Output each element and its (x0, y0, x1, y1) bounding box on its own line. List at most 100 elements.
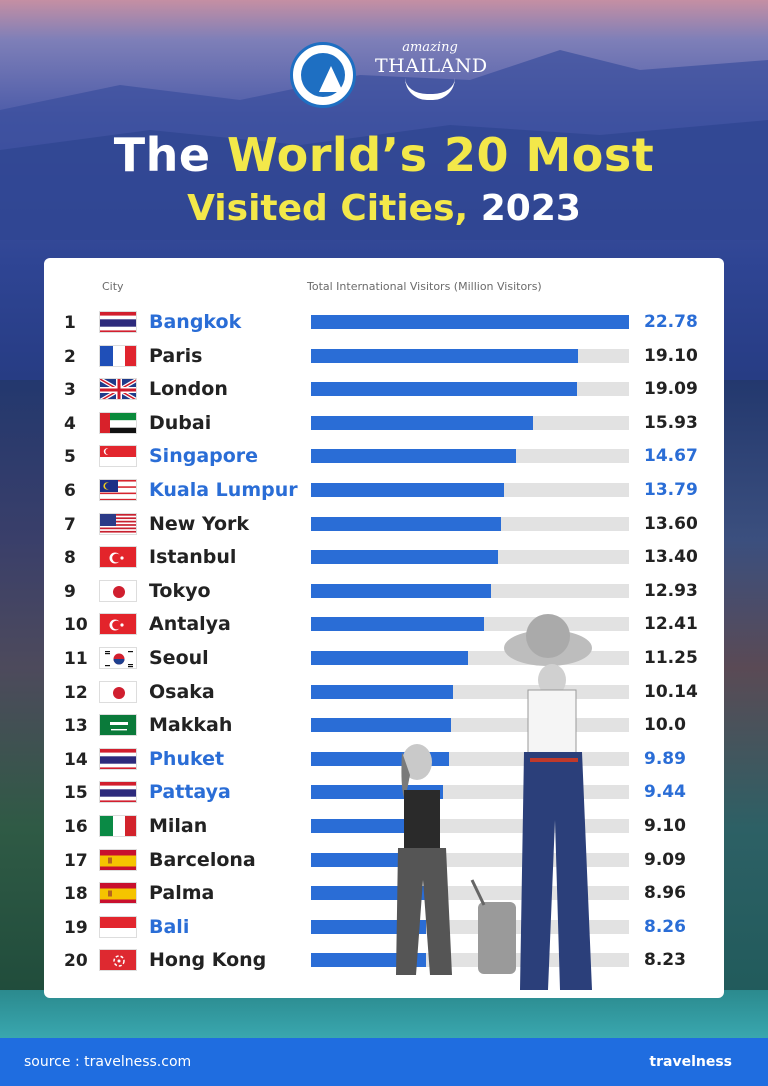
table-row: 6 Kuala Lumpur 13.79 (44, 475, 724, 505)
table-row: 19 Bali 8.26 (44, 912, 724, 942)
brand-logo: travelness (649, 1054, 732, 1070)
japan-flag (99, 579, 137, 602)
table-row: 14 Phuket 9.89 (44, 744, 724, 774)
visitor-bar (311, 382, 577, 397)
spain-flag (99, 882, 137, 905)
visitor-value: 12.41 (644, 614, 698, 635)
city-name: Seoul (149, 647, 209, 669)
table-row: 18 Palma 8.96 (44, 878, 724, 908)
visitor-value: 9.89 (644, 748, 686, 769)
visitor-value: 13.60 (644, 513, 698, 534)
visitor-value: 9.09 (644, 849, 686, 870)
city-name: Singapore (149, 445, 259, 468)
uae-flag (99, 411, 137, 434)
rank-number: 9 (64, 581, 76, 602)
visitor-bar (311, 953, 426, 968)
city-name: Makkah (149, 714, 233, 737)
visitor-bar (311, 415, 533, 430)
footer-bar: source : travelness.com travelness (0, 1038, 768, 1086)
turkey-flag (99, 613, 137, 636)
visitor-bar (311, 785, 443, 800)
visitor-bar (311, 348, 578, 363)
table-row: 11 Seoul 11.25 (44, 643, 724, 673)
city-name: Tokyo (149, 579, 211, 602)
rank-number: 7 (64, 514, 76, 535)
uk-flag (99, 378, 137, 401)
rank-number: 11 (64, 649, 88, 669)
table-row: 12 Osaka 10.14 (44, 677, 724, 707)
visitor-value: 22.78 (644, 312, 698, 332)
ranking-card: City Total International Visitors (Milli… (44, 258, 724, 998)
visitor-bar (311, 852, 438, 867)
visitor-value: 15.93 (644, 412, 698, 433)
rank-number: 15 (64, 783, 88, 804)
visitor-bar (311, 617, 484, 632)
usa-flag (99, 512, 137, 535)
visitor-bar (311, 751, 449, 766)
rank-number: 6 (64, 481, 76, 501)
city-name: Paris (149, 344, 203, 367)
table-row: 3 London 19.09 (44, 374, 724, 404)
page-title-line1: The World’s 20 Most (0, 128, 768, 182)
table-row: 20 Hong Kong 8.23 (44, 945, 724, 975)
visitor-value: 19.10 (644, 345, 698, 366)
visitor-value: 9.10 (644, 816, 686, 836)
table-row: 2 Paris 19.10 (44, 341, 724, 371)
italy-flag (99, 815, 137, 837)
indonesia-flag (99, 915, 137, 938)
visitor-value: 14.67 (644, 446, 698, 467)
table-row: 8 Istanbul 13.40 (44, 542, 724, 572)
city-name: Osaka (149, 680, 215, 703)
city-skyline-left (0, 380, 44, 1020)
visitor-bar (311, 651, 468, 665)
city-name: Pattaya (149, 781, 231, 804)
visitor-bar (311, 449, 516, 464)
visitor-bar (311, 583, 491, 598)
rank-number: 17 (64, 850, 88, 871)
thailand-flag (99, 311, 137, 333)
city-name: Barcelona (149, 848, 256, 871)
table-row: 5 Singapore 14.67 (44, 441, 724, 471)
title-year: 2023 (480, 188, 581, 229)
rank-number: 16 (64, 817, 88, 837)
source-credit: source : travelness.com (24, 1054, 192, 1070)
amazing-thailand-logo: amazing THAILAND (375, 40, 488, 100)
visitor-bar (311, 516, 501, 531)
rank-number: 12 (64, 682, 88, 703)
column-header-city: City (102, 280, 124, 293)
visitor-bar (311, 483, 504, 497)
thailand-text: THAILAND (375, 55, 488, 77)
thailand-flag (99, 747, 137, 770)
table-row: 10 Antalya 12.41 (44, 609, 724, 639)
table-row: 7 New York 13.60 (44, 509, 724, 539)
mountain-silhouette (0, 50, 768, 240)
city-name: Hong Kong (149, 949, 267, 972)
japan-flag (99, 680, 137, 703)
visitor-bar (311, 684, 453, 699)
visitor-value: 12.93 (644, 580, 698, 601)
malaysia-flag (99, 479, 137, 501)
korea-flag (99, 647, 137, 669)
visitor-bar (311, 718, 451, 733)
city-name: Phuket (149, 747, 225, 770)
page-title-line2: Visited Cities, 2023 (0, 188, 768, 229)
table-row: 13 Makkah 10.0 (44, 710, 724, 740)
table-row: 17 Barcelona 9.09 (44, 845, 724, 875)
saudi-flag (99, 714, 137, 737)
visitor-bar (311, 315, 629, 329)
rank-number: 3 (64, 380, 76, 401)
rank-number: 2 (64, 346, 76, 367)
table-row: 15 Pattaya 9.44 (44, 777, 724, 807)
hongkong-flag (99, 949, 137, 972)
city-name: New York (149, 512, 250, 535)
visitor-value: 8.26 (644, 916, 686, 937)
city-name: Bali (149, 915, 190, 938)
spain-flag (99, 848, 137, 871)
title-word-the: The (113, 128, 211, 182)
table-row: 16 Milan 9.10 (44, 811, 724, 841)
rank-number: 19 (64, 917, 88, 938)
column-header-total: Total International Visitors (Million Vi… (307, 280, 542, 293)
rank-number: 1 (64, 313, 76, 333)
rank-number: 13 (64, 716, 88, 737)
rank-number: 5 (64, 447, 76, 468)
